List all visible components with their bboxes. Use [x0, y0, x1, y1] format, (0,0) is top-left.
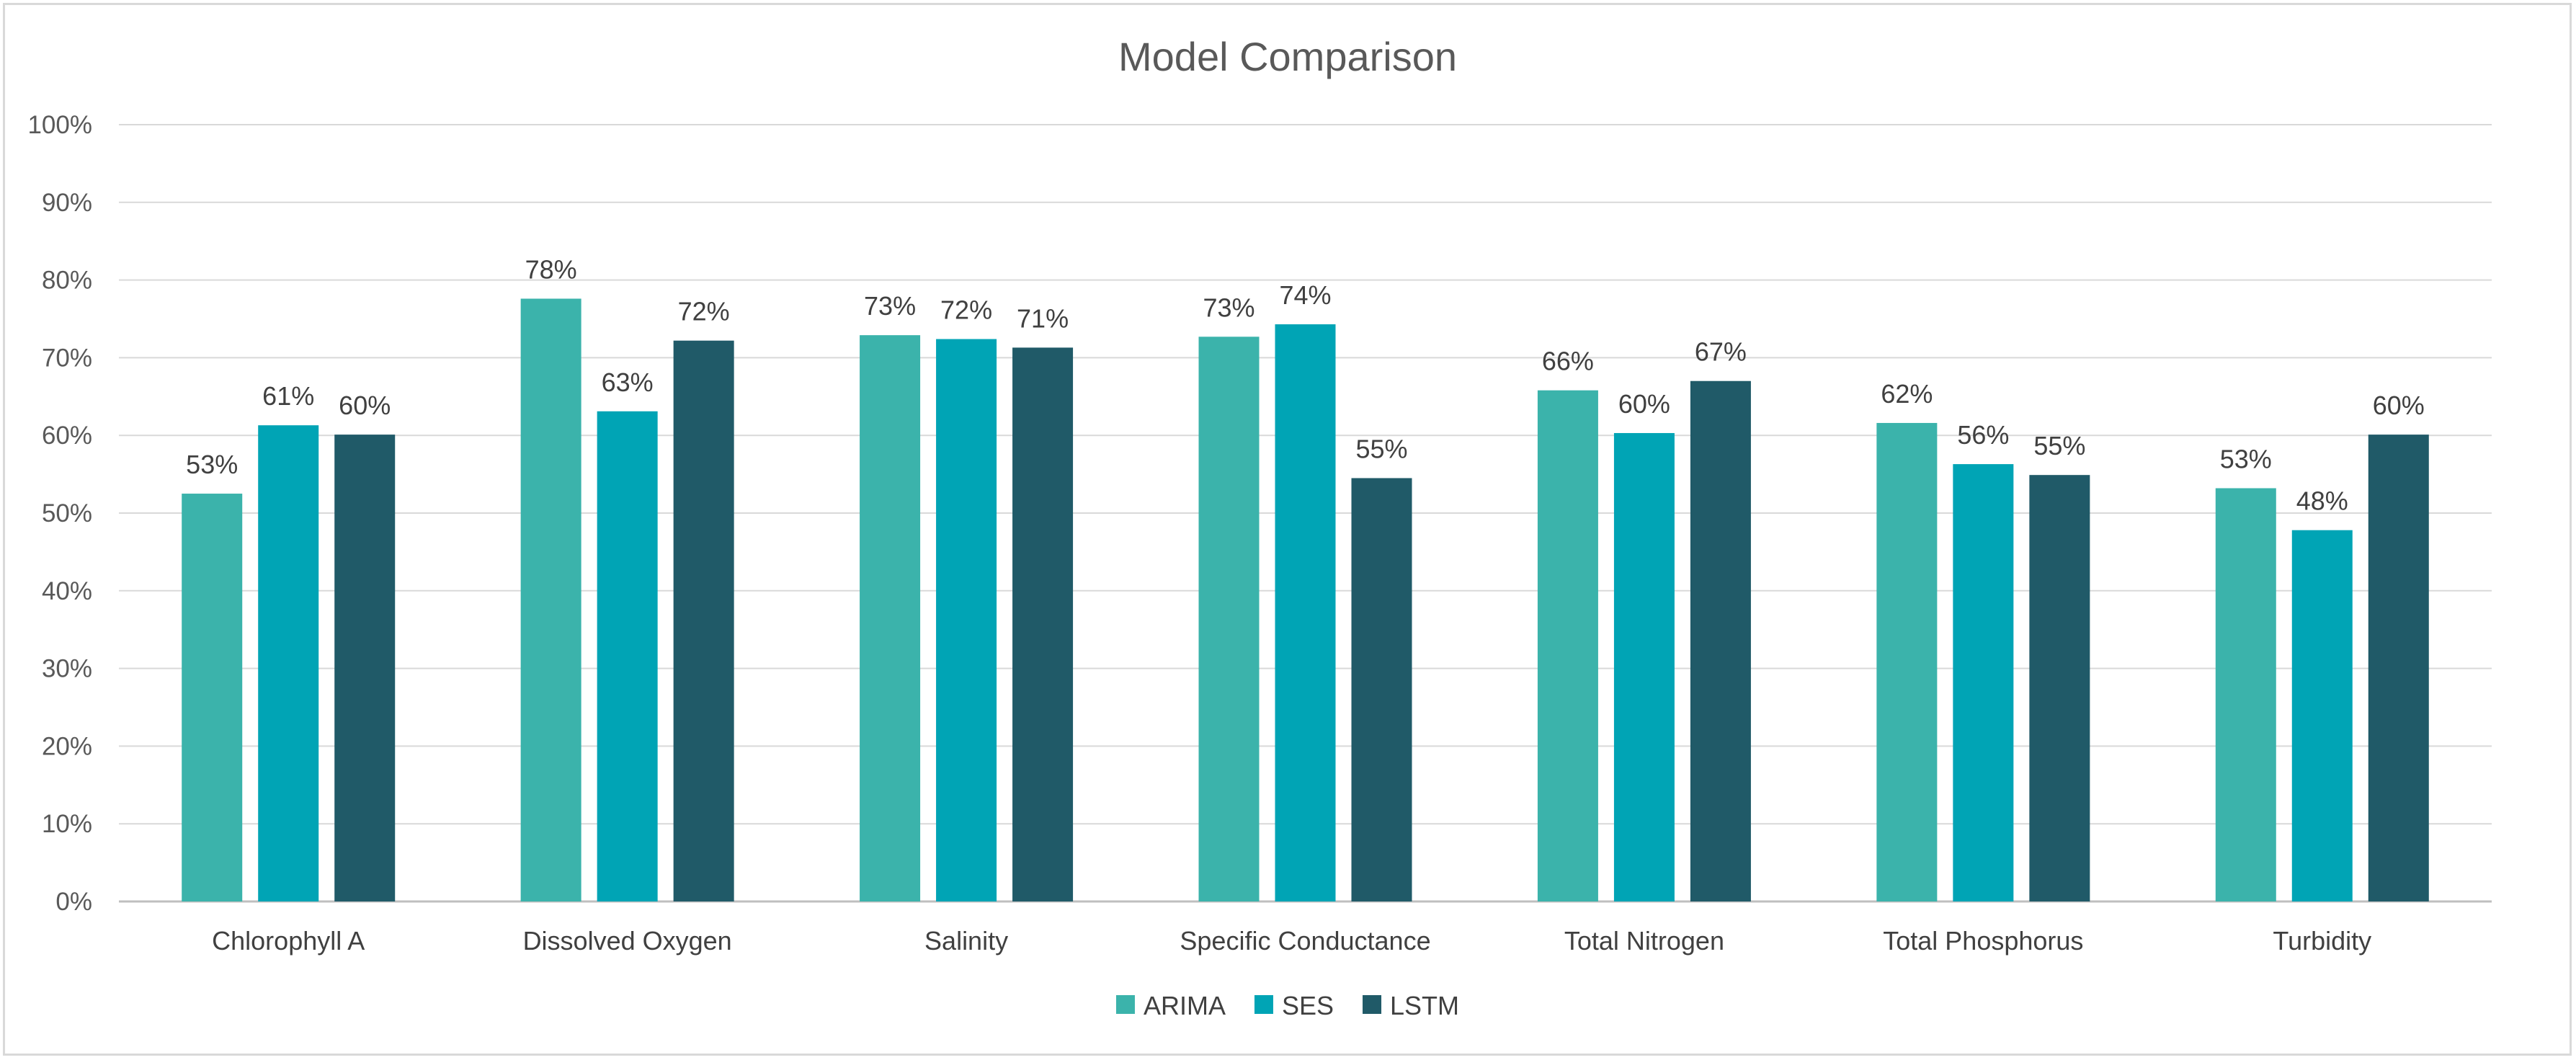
data-labels: 53% 61% 60% 78% 63% 72% 73% 72% 71% 73% 74% 55% 66% 6…	[186, 254, 2425, 515]
data-label: 60%	[2373, 391, 2425, 420]
data-label: 71%	[1017, 303, 1069, 333]
legend-item-ses: SES	[1254, 991, 1334, 1020]
bar-arima	[520, 298, 581, 901]
y-tick-label: 40%	[42, 577, 92, 605]
x-axis-categories: Chlorophyll A Dissolved Oxygen Salinity Spe…	[212, 926, 2371, 956]
y-tick-label: 10%	[42, 810, 92, 838]
data-label: 73%	[1203, 293, 1254, 322]
y-tick-label: 30%	[42, 655, 92, 683]
bar-lstm	[2029, 475, 2090, 901]
y-tick-label: 60%	[42, 422, 92, 450]
gridlines	[119, 124, 2492, 903]
y-tick-label: 0%	[55, 888, 92, 916]
y-axis-ticks: 0% 10% 20% 30% 40% 50% 60% 70% 80% 90% 100%	[27, 111, 92, 916]
y-tick-label: 50%	[42, 499, 92, 527]
x-category-label: Total Phosphorus	[1883, 926, 2083, 956]
data-label: 74%	[1279, 280, 1331, 310]
bar-ses	[2291, 530, 2353, 901]
legend: ARIMA SES LSTM	[1115, 991, 1459, 1020]
data-label: 53%	[2220, 445, 2272, 474]
data-label: 55%	[1355, 434, 1407, 463]
bar-arima	[2215, 488, 2276, 901]
y-tick-label: 90%	[42, 189, 92, 217]
chart-title: Model Comparison	[1118, 34, 1457, 79]
bar-ses	[1613, 432, 1675, 901]
data-label: 72%	[678, 297, 730, 326]
y-tick-label: 20%	[42, 732, 92, 760]
data-label: 78%	[525, 254, 577, 284]
bar-ses	[1275, 324, 1336, 901]
bar-arima	[1537, 390, 1598, 901]
data-label: 62%	[1881, 379, 1933, 409]
data-label: 60%	[1618, 389, 1670, 419]
bar-ses	[597, 411, 658, 901]
y-tick-label: 70%	[42, 344, 92, 372]
y-tick-label: 80%	[42, 267, 92, 295]
data-label: 66%	[1542, 347, 1594, 376]
x-category-label: Dissolved Oxygen	[523, 926, 732, 956]
x-category-label: Chlorophyll A	[212, 926, 365, 956]
legend-swatch	[1254, 995, 1273, 1014]
bar-lstm	[673, 340, 734, 902]
legend-label: ARIMA	[1144, 991, 1226, 1020]
legend-item-lstm: LSTM	[1363, 991, 1459, 1020]
bar-arima	[182, 494, 243, 901]
x-category-label: Turbidity	[2273, 926, 2371, 956]
x-category-label: Salinity	[924, 926, 1008, 956]
legend-swatch	[1115, 995, 1135, 1014]
legend-label: LSTM	[1390, 991, 1459, 1020]
bar-lstm	[334, 435, 396, 901]
bar-lstm	[1012, 347, 1074, 901]
bar-arima	[860, 335, 921, 901]
data-label: 63%	[602, 368, 654, 397]
legend-label: SES	[1282, 991, 1334, 1020]
bar-arima	[1876, 422, 1938, 901]
bars	[182, 298, 2429, 902]
bar-ses	[936, 339, 997, 901]
y-tick-label: 100%	[27, 111, 92, 139]
bar-arima	[1198, 337, 1260, 901]
x-category-label: Total Nitrogen	[1564, 926, 1724, 956]
data-label: 72%	[940, 295, 992, 325]
bar-ses	[258, 425, 319, 901]
data-label: 53%	[186, 450, 238, 479]
data-label: 48%	[2296, 486, 2348, 516]
bar-lstm	[1351, 478, 1412, 901]
data-label: 55%	[2033, 431, 2085, 460]
legend-swatch	[1363, 995, 1382, 1014]
bar-lstm	[2368, 435, 2429, 901]
bar-ses	[1953, 464, 2014, 901]
bar-lstm	[1690, 380, 1751, 901]
data-label: 56%	[1957, 420, 2009, 450]
data-label: 73%	[864, 291, 916, 321]
data-label: 61%	[262, 381, 314, 411]
data-label: 67%	[1695, 337, 1747, 367]
x-category-label: Specific Conductance	[1180, 926, 1430, 956]
data-label: 60%	[339, 391, 391, 420]
legend-item-arima: ARIMA	[1115, 991, 1226, 1020]
